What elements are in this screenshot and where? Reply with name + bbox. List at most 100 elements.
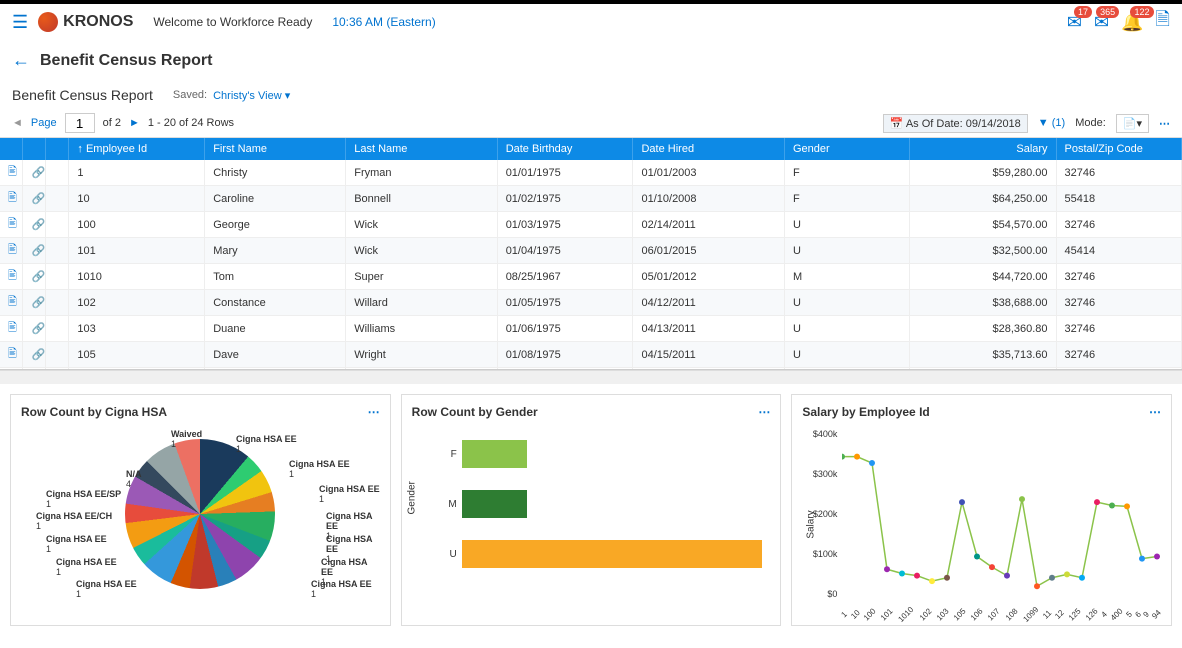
column-header[interactable]: First Name [205, 138, 346, 160]
table-cell: M [784, 264, 909, 290]
table-cell: $44,720.00 [910, 264, 1056, 290]
table-cell: 61601 [1056, 368, 1181, 371]
y-tick: $300k [802, 469, 837, 479]
table-cell: Caroline [205, 186, 346, 212]
row-link-icon[interactable]: 🔗 [23, 368, 46, 371]
row-edit-icon[interactable]: 🖹 [0, 342, 23, 368]
table-cell: Tom [205, 264, 346, 290]
pie-slice-label: N/A4 [126, 469, 142, 489]
x-tick: 1099 [1021, 605, 1040, 624]
row-edit-icon[interactable]: 🖹 [0, 186, 23, 212]
table-cell: Willard [346, 290, 497, 316]
page-input[interactable] [65, 113, 95, 133]
table-cell: Wright [346, 342, 497, 368]
x-tick: 105 [952, 607, 968, 623]
table-row[interactable]: 🖹🔗10CarolineBonnell01/02/197501/10/2008F… [0, 186, 1182, 212]
line-chart-svg [842, 429, 1162, 599]
bar-chart-title: Row Count by Gender [412, 405, 771, 419]
x-tick: 400 [1109, 607, 1125, 623]
table-row[interactable]: 🖹🔗103DuaneWilliams01/06/197504/13/2011U$… [0, 316, 1182, 342]
table-cell: Francis [205, 368, 346, 371]
bar-row: U [442, 529, 771, 579]
row-link-icon[interactable]: 🔗 [23, 186, 46, 212]
bar-chart-card: Row Count by Gender ⋯ Gender FMU [401, 394, 782, 626]
row-edit-icon[interactable]: 🖹 [0, 160, 23, 186]
row-edit-icon[interactable]: 🖹 [0, 264, 23, 290]
row-edit-icon[interactable]: 🖹 [0, 238, 23, 264]
subheader: Benefit Census Report Saved: Christy's V… [0, 81, 1182, 109]
row-edit-icon[interactable]: 🖹 [0, 316, 23, 342]
mode-selector[interactable]: 📄▾ [1116, 114, 1149, 133]
table-cell: Mary [205, 238, 346, 264]
table-row[interactable]: 🖹🔗105DaveWright01/08/197504/15/2011U$35,… [0, 342, 1182, 368]
horizontal-scrollbar[interactable] [0, 370, 1182, 384]
more-menu-icon[interactable]: ⋯ [1159, 117, 1170, 130]
row-link-icon[interactable]: 🔗 [23, 316, 46, 342]
row-link-icon[interactable]: 🔗 [23, 264, 46, 290]
y-tick: $0 [802, 589, 837, 599]
bar [462, 540, 762, 568]
column-header[interactable]: ↑ Employee Id [69, 138, 205, 160]
x-tick: 1 [840, 610, 850, 620]
row-edit-icon[interactable]: 🖹 [0, 290, 23, 316]
x-tick: 6 [1133, 610, 1143, 620]
table-cell: 32746 [1056, 342, 1181, 368]
table-cell: U [784, 290, 909, 316]
table-cell: U [784, 316, 909, 342]
table-cell: 01/03/1975 [497, 212, 633, 238]
table-cell: 02/14/2011 [633, 212, 784, 238]
row-link-icon[interactable]: 🔗 [23, 160, 46, 186]
pie-slice-label: Cigna HSA EE/SP1 [46, 489, 121, 509]
table-row[interactable]: 🖹🔗101MaryWick01/04/197506/01/2015U$32,50… [0, 238, 1182, 264]
column-header[interactable]: Date Birthday [497, 138, 633, 160]
table-row[interactable]: 🖹🔗1ChristyFryman01/01/197501/01/2003F$59… [0, 160, 1182, 186]
table-cell: 55418 [1056, 186, 1181, 212]
pie-slice-label: Cigna HSA EE1 [56, 557, 117, 577]
x-tick: 10 [849, 608, 862, 621]
table-cell: $35,713.60 [910, 342, 1056, 368]
table-row[interactable]: 🖹🔗1010TomSuper08/25/196705/01/2012M$44,7… [0, 264, 1182, 290]
line-chart-menu-icon[interactable]: ⋯ [1149, 405, 1161, 419]
saved-label: Saved: [173, 89, 207, 101]
table-row[interactable]: 🖹🔗100GeorgeWick01/03/197502/14/2011U$54,… [0, 212, 1182, 238]
mode-label: Mode: [1075, 117, 1106, 129]
row-link-icon[interactable]: 🔗 [23, 342, 46, 368]
line-chart-card: Salary by Employee Id ⋯ $400k$300k$200k$… [791, 394, 1172, 626]
row-link-icon[interactable]: 🔗 [23, 290, 46, 316]
next-page-icon[interactable]: ► [129, 117, 140, 129]
column-header[interactable]: Gender [784, 138, 909, 160]
column-header[interactable]: Salary [910, 138, 1056, 160]
filter-icon[interactable]: ▼ (1) [1038, 117, 1065, 129]
table-cell: 101 [69, 238, 205, 264]
table-cell: 10 [69, 186, 205, 212]
bar-row: F [442, 429, 771, 479]
pie-chart-menu-icon[interactable]: ⋯ [368, 405, 380, 419]
row-link-icon[interactable]: 🔗 [23, 212, 46, 238]
saved-view-dropdown[interactable]: Christy's View ▾ [213, 89, 290, 102]
menu-icon[interactable]: ☰ [12, 12, 28, 33]
bar-chart-menu-icon[interactable]: ⋯ [758, 405, 770, 419]
asof-date[interactable]: 📅 As Of Date: 09/14/2018 [883, 114, 1028, 133]
mail-icon-1[interactable]: ✉17 [1067, 12, 1082, 33]
pie-slice-label: Cigna HSA EE1 [236, 434, 297, 454]
table-cell: Super [346, 264, 497, 290]
row-edit-icon[interactable]: 🖹 [0, 212, 23, 238]
row-link-icon[interactable]: 🔗 [23, 238, 46, 264]
table-row[interactable]: 🖹🔗106FrancisYoung01/09/197511/07/2014F$4… [0, 368, 1182, 371]
bell-icon[interactable]: 🔔122 [1121, 12, 1143, 33]
doc-icon[interactable]: 🗎 [1156, 7, 1170, 37]
table-row[interactable]: 🖹🔗102ConstanceWillard01/05/197504/12/201… [0, 290, 1182, 316]
row-edit-icon[interactable]: 🖹 [0, 368, 23, 371]
prev-page-icon[interactable]: ◄ [12, 117, 23, 129]
column-header[interactable]: Date Hired [633, 138, 784, 160]
bar-label: U [442, 549, 457, 560]
pie-slice-label: Cigna HSA EE1 [46, 534, 107, 554]
table-cell: 103 [69, 316, 205, 342]
column-header[interactable]: Last Name [346, 138, 497, 160]
back-arrow-icon[interactable]: ← [12, 50, 30, 71]
table-cell: 06/01/2015 [633, 238, 784, 264]
y-tick: $100k [802, 549, 837, 559]
mail-icon-2[interactable]: ✉365 [1094, 12, 1109, 33]
table-cell: 102 [69, 290, 205, 316]
column-header[interactable]: Postal/Zip Code [1056, 138, 1181, 160]
